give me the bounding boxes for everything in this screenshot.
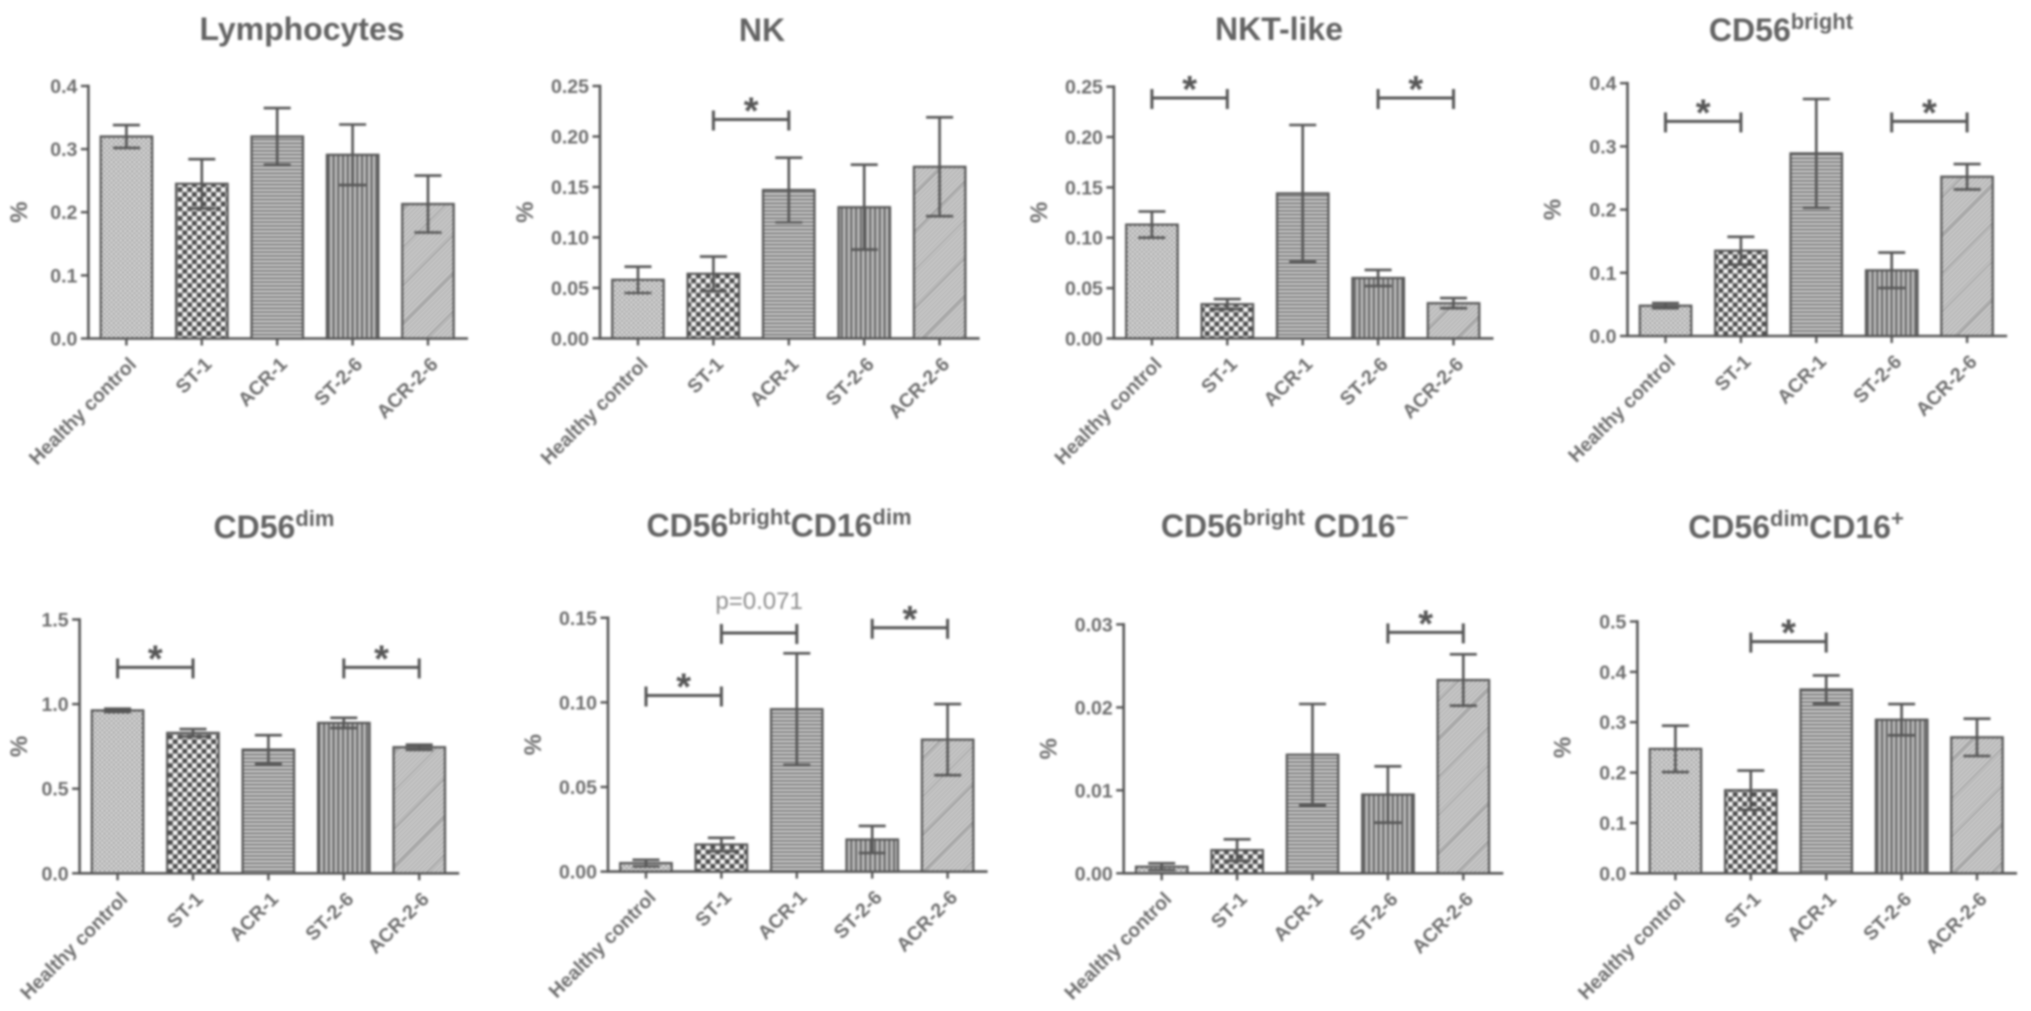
svg-text:0.10: 0.10 xyxy=(559,692,597,714)
svg-text:0.3: 0.3 xyxy=(1599,712,1626,734)
svg-text:0.10: 0.10 xyxy=(1065,228,1103,250)
svg-text:CD56bright CD16−: CD56bright CD16− xyxy=(1161,505,1409,544)
svg-text:*: * xyxy=(1922,92,1937,134)
svg-text:0.00: 0.00 xyxy=(1075,863,1113,885)
svg-text:0.15: 0.15 xyxy=(1065,177,1103,199)
svg-text:0.4: 0.4 xyxy=(50,76,77,98)
svg-text:0.2: 0.2 xyxy=(50,202,77,224)
svg-text:0.1: 0.1 xyxy=(50,265,77,287)
svg-text:0.15: 0.15 xyxy=(551,177,589,199)
svg-text:*: * xyxy=(903,599,918,641)
svg-text:0.0: 0.0 xyxy=(41,863,68,885)
svg-text:0.01: 0.01 xyxy=(1075,780,1113,802)
svg-text:0.4: 0.4 xyxy=(1599,662,1626,684)
svg-text:0.5: 0.5 xyxy=(1599,612,1626,634)
svg-text:0.4: 0.4 xyxy=(1589,73,1616,95)
svg-text:CD56brightCD16dim: CD56brightCD16dim xyxy=(646,505,911,544)
svg-text:0.05: 0.05 xyxy=(559,777,597,799)
svg-text:0.05: 0.05 xyxy=(1065,278,1103,300)
svg-text:NK: NK xyxy=(739,12,785,48)
svg-text:CD56dim: CD56dim xyxy=(214,506,335,545)
svg-text:%: % xyxy=(1026,202,1053,223)
svg-text:*: * xyxy=(744,91,759,133)
svg-text:*: * xyxy=(148,638,163,680)
svg-text:%: % xyxy=(520,734,547,755)
svg-text:0.3: 0.3 xyxy=(1589,136,1616,158)
svg-text:0.10: 0.10 xyxy=(551,227,589,249)
svg-text:0.0: 0.0 xyxy=(50,329,77,351)
svg-text:0.05: 0.05 xyxy=(551,278,589,300)
svg-text:0.1: 0.1 xyxy=(1599,813,1626,835)
svg-text:%: % xyxy=(6,202,33,223)
svg-text:0.2: 0.2 xyxy=(1599,763,1626,785)
svg-text:1.5: 1.5 xyxy=(41,610,68,632)
svg-text:0.15: 0.15 xyxy=(559,608,597,630)
svg-text:0.20: 0.20 xyxy=(1065,127,1103,149)
svg-text:*: * xyxy=(374,638,389,680)
svg-text:*: * xyxy=(1696,92,1711,134)
svg-text:1.0: 1.0 xyxy=(41,694,68,716)
svg-text:0.20: 0.20 xyxy=(551,127,589,149)
svg-text:0.5: 0.5 xyxy=(41,779,68,801)
svg-text:0.00: 0.00 xyxy=(551,328,589,350)
svg-text:0.0: 0.0 xyxy=(1599,863,1626,885)
svg-text:%: % xyxy=(512,202,539,223)
svg-text:p=0.071: p=0.071 xyxy=(715,588,802,615)
svg-text:%: % xyxy=(1540,199,1567,220)
svg-text:0.1: 0.1 xyxy=(1589,263,1616,285)
svg-text:*: * xyxy=(1408,69,1423,111)
svg-text:0.25: 0.25 xyxy=(551,76,589,98)
svg-text:0.00: 0.00 xyxy=(1065,328,1103,350)
svg-text:0.03: 0.03 xyxy=(1075,614,1113,636)
svg-text:0.00: 0.00 xyxy=(559,862,597,884)
svg-text:CD56dimCD16+: CD56dimCD16+ xyxy=(1688,506,1904,545)
svg-text:%: % xyxy=(1036,738,1063,759)
svg-text:0.02: 0.02 xyxy=(1075,697,1113,719)
svg-text:*: * xyxy=(1182,69,1197,111)
svg-text:0.2: 0.2 xyxy=(1589,200,1616,222)
svg-text:Lymphocytes: Lymphocytes xyxy=(199,11,404,47)
svg-text:*: * xyxy=(676,667,691,709)
svg-text:%: % xyxy=(1549,737,1576,758)
svg-text:*: * xyxy=(1781,613,1796,655)
svg-text:0.3: 0.3 xyxy=(50,139,77,161)
svg-text:%: % xyxy=(6,736,33,757)
svg-text:0.25: 0.25 xyxy=(1065,77,1103,99)
svg-text:NKT-like: NKT-like xyxy=(1215,11,1343,47)
svg-text:*: * xyxy=(1418,603,1433,645)
svg-text:CD56bright: CD56bright xyxy=(1709,9,1854,48)
svg-text:0.0: 0.0 xyxy=(1589,326,1616,348)
